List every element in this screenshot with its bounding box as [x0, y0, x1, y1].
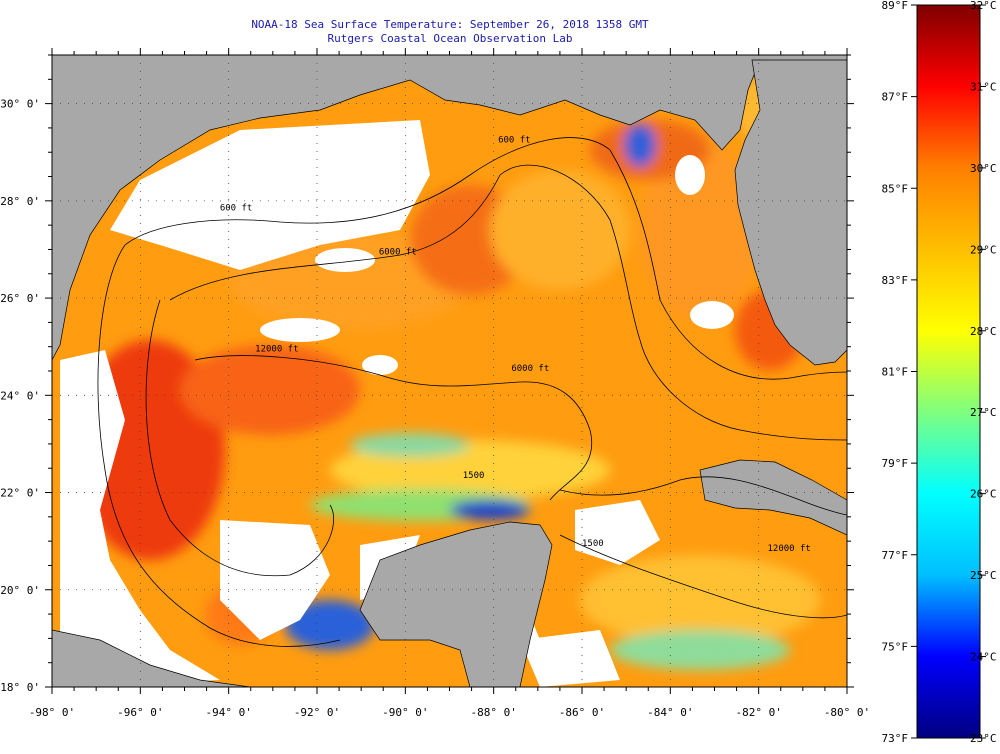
lat-tick-label: 28° 0' — [0, 195, 40, 208]
lon-tick-label: -82° 0' — [735, 706, 781, 719]
contour-label: 1500 — [582, 539, 604, 549]
celsius-label: 25°C — [970, 569, 997, 582]
celsius-label: 27°C — [970, 406, 997, 419]
land — [52, 55, 847, 687]
fahrenheit-label: 87°F — [882, 91, 909, 104]
map-title: NOAA-18 Sea Surface Temperature: Septemb… — [251, 18, 649, 31]
lon-tick-label: -86° 0' — [559, 706, 605, 719]
lon-tick-label: -96° 0' — [117, 706, 163, 719]
lat-tick-label: 20° 0' — [0, 584, 40, 597]
colorbar-labels: 32°C 31°C 30°C 29°C 28°C 27°C 26°C 25°C 24°C 23°C… — [882, 0, 997, 745]
fahrenheit-label: 75°F — [882, 640, 909, 653]
celsius-label: 26°C — [970, 488, 997, 501]
contour-label: 1500 — [463, 471, 485, 481]
bathymetry-contours — [97, 137, 847, 647]
lon-tick-label: -94° 0' — [205, 706, 251, 719]
contour-label: 12000 ft — [768, 544, 811, 554]
contour-label: 600 ft — [220, 204, 253, 214]
lon-tick-label: -88° 0' — [470, 706, 516, 719]
celsius-label: 29°C — [970, 243, 997, 256]
lat-tick-label: 18° 0' — [0, 681, 40, 694]
contour-label: 12000 ft — [255, 345, 298, 355]
contour-label: 600 ft — [498, 136, 531, 146]
celsius-label: 32°C — [970, 0, 997, 12]
fahrenheit-label: 85°F — [882, 182, 909, 195]
fahrenheit-label: 81°F — [882, 366, 909, 379]
fahrenheit-label: 83°F — [882, 274, 909, 287]
celsius-label: 31°C — [970, 80, 997, 93]
map-panel: 600 ft 600 ft 6000 ft 12000 ft 6000 ft 1500 15… — [52, 55, 847, 687]
contour-labels: 600 ft 600 ft 6000 ft 12000 ft 6000 ft 1500 15… — [220, 136, 811, 554]
lat-tick-label: 30° 0' — [0, 98, 40, 111]
contour-label: 6000 ft — [511, 364, 549, 374]
lat-tick-label: 24° 0' — [0, 389, 40, 402]
lat-tick-label: 26° 0' — [0, 292, 40, 305]
celsius-label: 30°C — [970, 162, 997, 175]
celsius-label: 24°C — [970, 651, 997, 664]
map-axes: -98° 0' -96° 0' -94° 0' -92° 0' -90° 0' -88° … — [0, 48, 870, 719]
fahrenheit-label: 79°F — [882, 457, 909, 470]
celsius-label: 23°C — [970, 732, 997, 745]
sst-patches — [75, 70, 825, 670]
fahrenheit-label: 73°F — [882, 732, 909, 745]
colorbar — [916, 4, 981, 739]
map-subtitle: Rutgers Coastal Ocean Observation Lab — [327, 32, 573, 45]
lon-tick-label: -80° 0' — [824, 706, 870, 719]
lon-tick-label: -98° 0' — [29, 706, 75, 719]
lon-tick-label: -90° 0' — [382, 706, 428, 719]
celsius-label: 28°C — [970, 325, 997, 338]
lat-tick-label: 22° 0' — [0, 487, 40, 500]
contour-label: 6000 ft — [379, 247, 417, 257]
fahrenheit-label: 77°F — [882, 549, 909, 562]
lon-tick-label: -84° 0' — [647, 706, 693, 719]
lon-tick-label: -92° 0' — [294, 706, 340, 719]
fahrenheit-label: 89°F — [882, 0, 909, 12]
